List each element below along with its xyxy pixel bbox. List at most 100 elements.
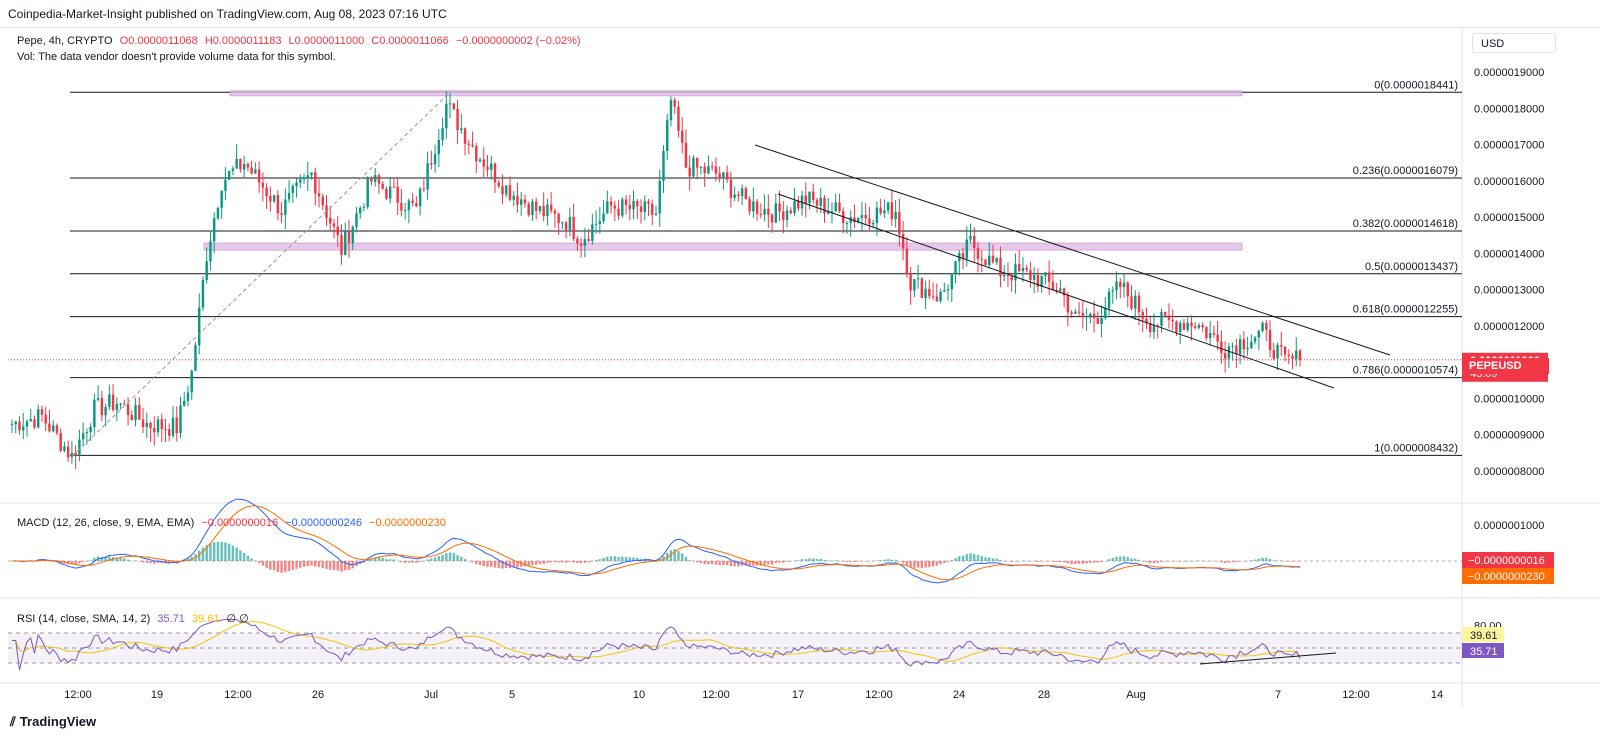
macd-hist-bar [201,547,205,561]
macd-hist-bar [1208,561,1212,562]
candle-body [171,417,175,436]
macd-hist-bar [1130,558,1133,561]
candle-body [291,186,295,193]
macd-hist-bar [1242,561,1246,562]
macd-hist-bar [452,552,456,561]
macd-hist-bar [400,561,403,563]
candle-body [598,221,602,224]
candle-body [609,201,613,206]
candle-body [879,207,882,214]
macd-hist-bar [1186,561,1189,562]
macd-hist-bar [501,561,504,569]
macd-hist-bar [632,557,635,561]
macd-hist-bar [490,561,493,567]
candle-body [767,208,770,215]
macd-hist-bar [1295,561,1298,562]
macd-hist-bar [774,561,778,564]
macd-hist-bar [804,559,807,561]
publisher-bar: Coinpedia-Market-Insight published on Tr… [0,0,1600,28]
macd-hist-bar [538,561,542,565]
macd-hist-bar [808,558,811,561]
macd-hist-bar [1246,560,1249,562]
macd-hist-bar [913,561,916,568]
macd-hist-bar [718,561,721,566]
candle-body [774,203,778,223]
macd-hist-bar [920,561,924,569]
macd-hist-bar [523,561,527,567]
macd-hist-bar [126,559,130,561]
macd-hist-bar [782,561,785,563]
x-tick-label: Jul [424,689,438,701]
candle-body [1051,281,1055,290]
rsi-label[interactable]: RSI (14, close, SMA, 14, 2) [17,613,151,625]
candle-body [220,190,223,208]
candle-body [984,259,987,265]
candle-body [1265,323,1268,330]
candle-body [1089,313,1092,317]
macd-hist-bar [860,561,864,562]
macd-hist-bar [456,555,459,561]
candle-body [340,235,343,255]
chart-canvas[interactable]: 0.0000019000 0.0000018000 0.0000017000 0.00… [0,28,1600,708]
macd-hist-bar [875,560,879,561]
candle-body [789,210,793,214]
macd-hist-bar [1298,561,1302,562]
candle-body [1238,339,1242,355]
candle-body [287,192,291,200]
macd-hist-bar [1074,561,1077,565]
macd-hist-bar [1149,561,1152,564]
macd-hist-bar [587,561,590,563]
macd-hist-bar [1029,561,1032,562]
macd-hist-bar [984,557,987,561]
candle-body [445,103,448,129]
candle-body [1220,341,1223,354]
macd-hist-bar [209,543,212,561]
candle-body [1190,322,1193,327]
macd-hist-bar [426,559,429,561]
macd-label[interactable]: MACD (12, 26, close, 9, EMA, EMA) [17,517,195,529]
candle-body [295,182,298,187]
macd-hist-bar [991,558,995,561]
macd-hist-bar [564,561,568,563]
macd-hist-bar [579,561,583,564]
candle-body [651,203,654,215]
candle-body [733,194,736,198]
candle-body [299,179,302,183]
macd-hist-bar [1100,561,1103,563]
candle-body [812,191,815,200]
candle-body [680,130,684,143]
tradingview-brand[interactable]: ⫽ TradingView [10,714,96,730]
candle-body [246,164,250,168]
candle-body [272,195,276,202]
symbol-label[interactable]: Pepe, 4h, CRYPTO [17,35,113,47]
candle-body [594,223,598,225]
candle-body [197,307,201,346]
macd-hist-bar [422,561,426,562]
macd-line-value: −0.0000000246 [285,517,362,529]
candle-body [265,187,268,197]
macd-hist-bar [317,561,321,568]
candle-body [1167,315,1171,320]
macd-hist-bar [235,547,238,561]
fib-level-label: 0.786(0.0000010574) [1353,365,1458,377]
macd-hist-bar [1134,558,1137,561]
macd-hist-bar [864,561,867,562]
y-tick-label: 0.0000010000 [1474,393,1544,405]
macd-hist-bar [295,561,298,569]
candle-body [677,106,680,131]
macd-hist-bar [493,561,497,568]
macd-hist-bar [186,558,190,561]
macd-hist-bar [329,561,332,570]
macd-hist-bar [508,561,512,569]
candle-body [1182,323,1186,330]
candle-body [486,166,489,170]
currency-button[interactable]: USD [1472,33,1556,53]
candle-body [482,159,485,167]
macd-hist-bar [1107,559,1111,561]
candle-body [995,257,998,263]
macd-hist-bar [527,561,530,567]
macd-hist-bar [662,556,665,561]
candle-body [1134,295,1137,309]
candle-body [954,261,957,274]
candle-body [362,206,366,208]
